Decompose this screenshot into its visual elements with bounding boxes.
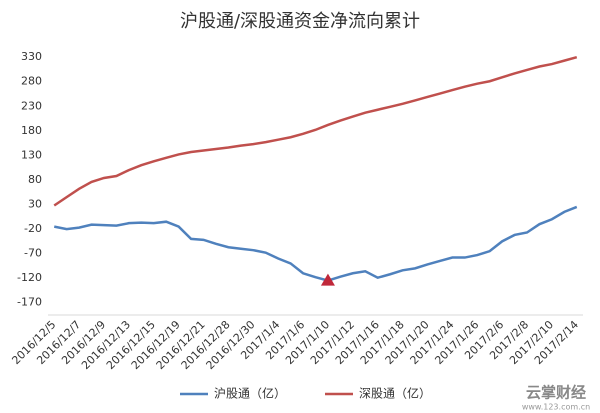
series-line <box>53 55 578 207</box>
y-tick-label: 230 <box>21 99 42 112</box>
y-tick-label: 130 <box>21 148 42 161</box>
chart-title: 沪股通/深股通资金净流向累计 <box>180 11 420 32</box>
legend-label: 深股通（亿） <box>359 386 431 401</box>
y-tick-label: 80 <box>28 173 42 186</box>
y-tick-label: -20 <box>24 222 42 235</box>
y-tick-label: 330 <box>21 50 42 63</box>
y-tick-label: -120 <box>17 271 42 284</box>
watermark-url: www.123.com.cn <box>522 403 590 412</box>
y-tick-label: 30 <box>28 198 42 211</box>
watermark-brand: 云掌财经 <box>526 384 586 402</box>
low-point-marker <box>320 273 335 286</box>
y-tick-label: 280 <box>21 75 42 88</box>
legend-label: 沪股通（亿） <box>214 386 286 401</box>
y-tick-label: -170 <box>17 296 42 309</box>
y-tick-label: 180 <box>21 124 42 137</box>
y-tick-label: -70 <box>24 247 42 260</box>
series-line <box>53 205 578 282</box>
